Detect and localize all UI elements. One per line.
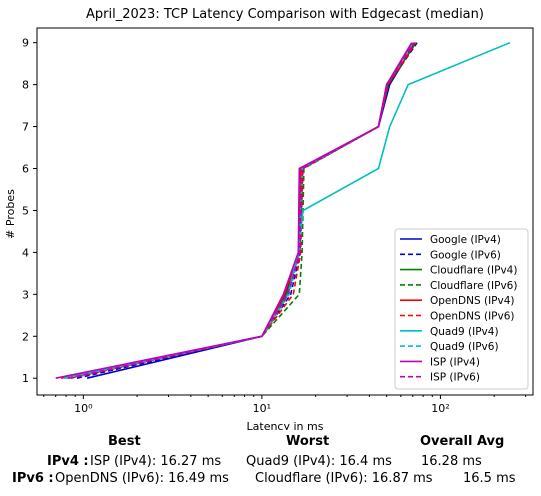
series-line [77,43,417,379]
summary-worst-value: Cloudflare (IPv6): 16.87 ms [255,471,433,486]
series-line [56,43,412,379]
summary-avg-value: 16.5 ms [463,471,516,486]
summary-header-best: Best [108,434,141,449]
legend-entry: ISP (IPv6) [430,372,480,384]
legend-entry: Cloudflare (IPv4) [430,265,517,277]
summary-row-ipv4: IPv4 : ISP (IPv4): 16.27 ms Quad9 (IPv4)… [0,454,541,472]
x-tick-label: 10¹ [253,402,271,415]
legend-entry: OpenDNS (IPv6) [430,311,515,323]
series-line [68,43,416,379]
x-axis-label: Latency in ms [247,420,324,430]
series-line [66,43,413,379]
y-tick-label: 5 [22,204,29,217]
legend-entry: Google (IPv6) [430,249,501,261]
y-tick-label: 9 [22,37,29,50]
series-line [66,43,413,379]
y-tick-label: 6 [22,163,29,176]
legend-entry: ISP (IPv4) [430,356,480,368]
latency-chart: April_2023: TCP Latency Comparison with … [0,0,541,430]
x-tick-label: 10² [431,402,449,415]
summary-row-label: IPv4 : [47,454,89,469]
series-line [61,43,413,379]
summary-header-worst: Worst [286,434,329,449]
y-tick-label: 4 [22,246,29,259]
series-line [87,43,415,379]
x-tick-label: 10⁰ [74,402,93,415]
y-tick-label: 1 [22,372,29,385]
summary-avg-value: 16.28 ms [421,454,482,469]
summary-worst-value: Quad9 (IPv4): 16.4 ms [246,454,392,469]
summary-row-ipv6: IPv6 : OpenDNS (IPv6): 16.49 ms Cloudfla… [0,471,541,489]
legend-entry: Google (IPv4) [430,234,501,246]
series-line [71,43,416,379]
y-tick-label: 7 [22,121,29,134]
summary-best-value: OpenDNS (IPv6): 16.49 ms [55,471,229,486]
chart-title: April_2023: TCP Latency Comparison with … [86,7,484,22]
legend-entry: Quad9 (IPv4) [430,326,499,338]
series-line [68,43,414,379]
summary-best-value: ISP (IPv4): 16.27 ms [90,454,221,469]
legend: Google (IPv4) Google (IPv6) Cloudflare (IP… [395,229,528,389]
legend-entry: Cloudflare (IPv6) [430,280,517,292]
y-tick-label: 2 [22,330,29,343]
legend-entry: OpenDNS (IPv4) [430,295,515,307]
y-tick-label: 8 [22,79,29,92]
y-tick-label: 3 [22,288,29,301]
summary-header-avg: Overall Avg [420,434,504,449]
legend-entry: Quad9 (IPv6) [430,341,499,353]
y-axis-label: # Probes [4,189,17,239]
summary-row-label: IPv6 : [12,471,54,486]
